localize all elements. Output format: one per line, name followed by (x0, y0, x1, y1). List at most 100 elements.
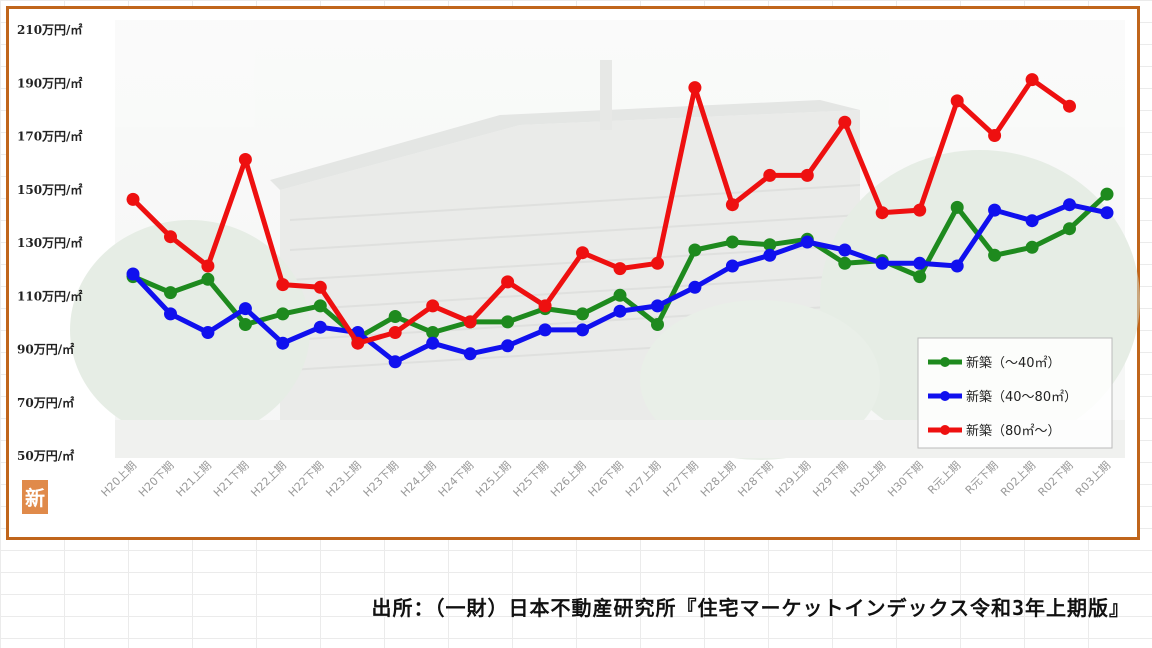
data-point (725, 235, 739, 249)
data-point (164, 230, 177, 244)
x-tick-label: H23下期 (361, 459, 402, 500)
data-point (725, 198, 739, 212)
source-caption: 出所：（一財）日本不動産研究所『住宅マーケットインデックス令和3年上期版』 (371, 596, 1130, 620)
x-tick-label: H20上期 (99, 459, 140, 500)
y-tick-label: 170万円/㎡ (17, 129, 82, 144)
y-tick-label: 150万円/㎡ (17, 182, 82, 197)
data-point (463, 315, 477, 329)
data-point (651, 256, 664, 270)
data-point (313, 280, 327, 294)
data-point (1025, 73, 1039, 87)
data-point (725, 259, 739, 273)
data-point (1063, 222, 1076, 236)
x-tick-label: H27下期 (661, 459, 702, 500)
data-point (800, 235, 814, 249)
badge-label: 新 (25, 486, 45, 510)
legend-label: 新築（～40㎡） (966, 355, 1061, 371)
data-point (913, 256, 927, 270)
x-tick-label: H29上期 (773, 459, 814, 500)
data-point (988, 129, 1002, 142)
x-axis: H20上期H20下期H21上期H21下期H22上期H22下期H23上期H23下期… (99, 459, 1114, 500)
x-tick-label: H24上期 (398, 459, 439, 500)
data-point (126, 267, 140, 281)
data-point (913, 203, 927, 217)
data-point (613, 304, 627, 318)
legend-marker (940, 425, 950, 435)
data-point (238, 153, 252, 166)
data-point (276, 307, 290, 321)
data-point (351, 336, 365, 350)
data-point (388, 355, 402, 369)
data-point (838, 243, 852, 257)
y-tick-label: 90万円/㎡ (17, 342, 74, 357)
y-tick-label: 210万円/㎡ (17, 22, 82, 37)
data-point (538, 299, 552, 313)
x-tick-label: H27上期 (623, 459, 664, 500)
data-point (201, 272, 215, 286)
data-point (201, 326, 215, 339)
y-tick-label: 110万円/㎡ (17, 288, 82, 303)
x-tick-label: H26下期 (586, 459, 627, 500)
x-tick-label: H22下期 (286, 459, 327, 500)
data-point (688, 81, 702, 95)
data-point (950, 259, 964, 273)
data-point (613, 288, 627, 302)
data-point (276, 278, 290, 292)
x-tick-label: H24下期 (436, 459, 477, 500)
data-point (688, 243, 702, 257)
data-point (426, 336, 440, 350)
data-point (576, 323, 589, 337)
data-point (763, 238, 777, 252)
data-point (651, 318, 664, 331)
data-point (501, 315, 515, 329)
x-tick-label: H25下期 (511, 459, 552, 500)
data-point (800, 168, 814, 182)
legend-label: 新築（80㎡～） (966, 423, 1061, 439)
legend-label: 新築（40～80㎡） (966, 389, 1077, 405)
data-point (426, 299, 440, 313)
data-point (838, 256, 852, 270)
y-tick-label: 70万円/㎡ (17, 395, 74, 410)
data-point (201, 259, 215, 273)
data-point (463, 347, 477, 361)
data-point (164, 307, 177, 321)
data-point (988, 248, 1002, 262)
x-tick-label: H29下期 (810, 459, 851, 500)
data-point (875, 256, 889, 270)
y-axis: 210万円/㎡ 190万円/㎡ 170万円/㎡ 150万円/㎡ 130万円/㎡ 110万円… (17, 22, 82, 463)
data-point (763, 248, 777, 262)
data-point (988, 203, 1002, 217)
data-point (313, 320, 327, 334)
data-point (276, 336, 290, 350)
x-tick-label: H21上期 (174, 459, 215, 500)
x-tick-label: R02下期 (1036, 459, 1076, 499)
data-point (1025, 214, 1039, 228)
data-point (164, 286, 177, 300)
legend-marker (940, 357, 950, 367)
x-tick-label: H28下期 (735, 459, 776, 500)
legend-marker (940, 391, 950, 401)
data-point (651, 299, 664, 313)
x-tick-label: H20下期 (136, 459, 177, 500)
data-point (1063, 99, 1076, 113)
x-tick-label: H22上期 (248, 459, 289, 500)
new-badge: 新 (22, 480, 48, 514)
x-tick-label: H30上期 (848, 459, 889, 500)
x-tick-label: R03上期 (1073, 459, 1113, 499)
y-tick-label: 130万円/㎡ (17, 235, 82, 250)
data-point (1063, 198, 1076, 212)
data-point (126, 192, 140, 206)
data-point (313, 299, 327, 313)
data-point (501, 339, 515, 353)
x-tick-label: H21下期 (211, 459, 252, 500)
data-point (238, 302, 252, 316)
x-tick-label: R元下期 (963, 459, 1001, 497)
data-point (763, 168, 777, 182)
data-point (538, 323, 552, 337)
series-layer (126, 73, 1114, 369)
data-point (426, 326, 440, 339)
data-point (576, 307, 589, 321)
data-point (1100, 187, 1114, 201)
x-tick-label: H26上期 (548, 459, 589, 500)
